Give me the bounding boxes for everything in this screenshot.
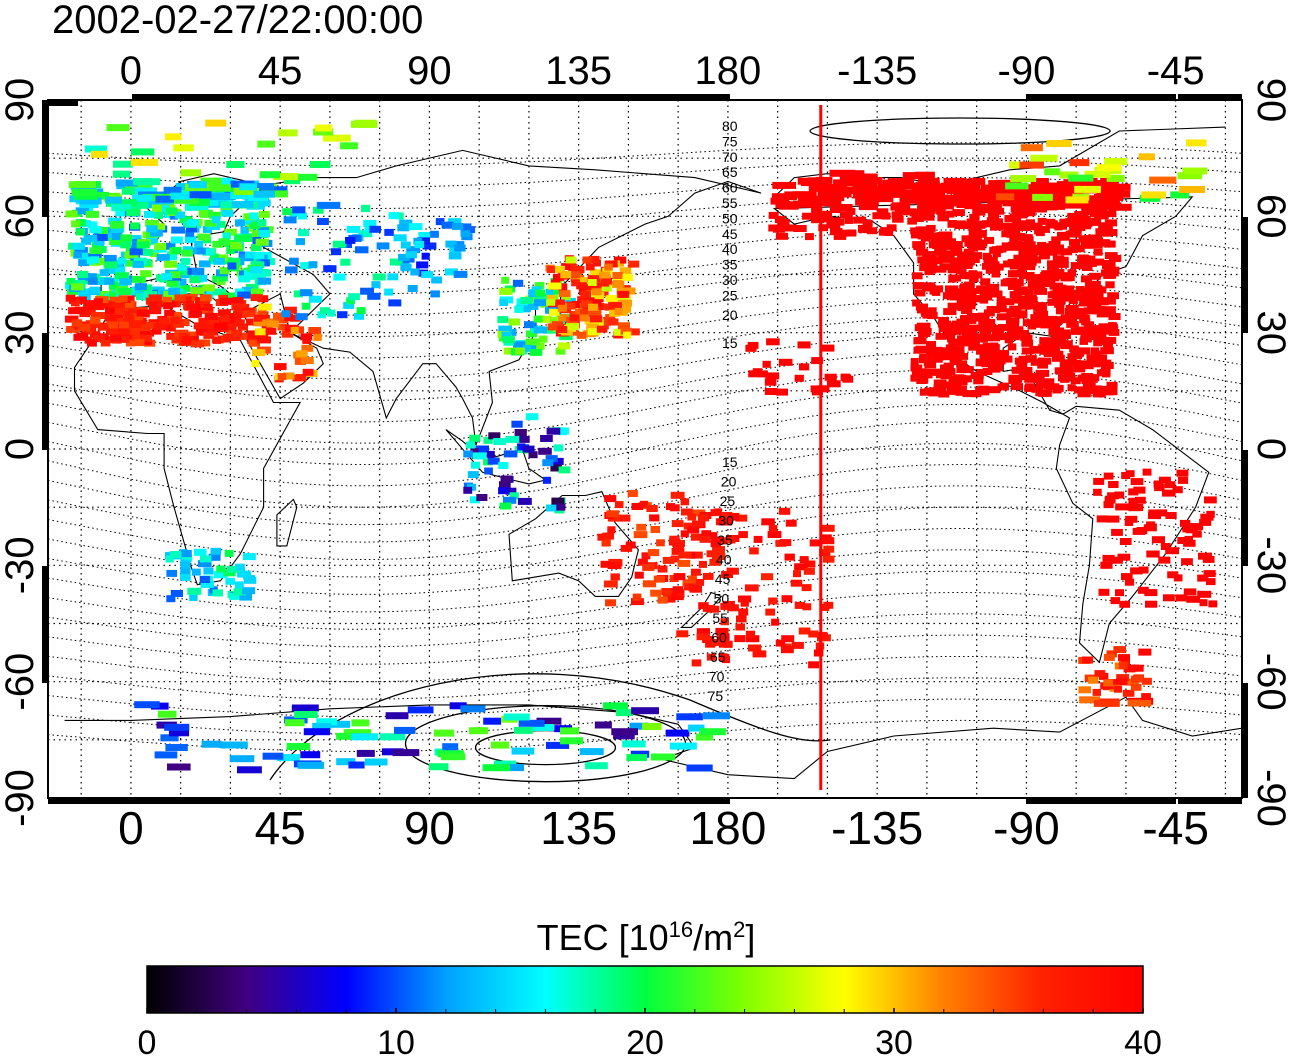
lon-tick-bottom: -45 bbox=[1142, 802, 1208, 854]
lat-tick-left: -60 bbox=[0, 653, 42, 711]
lon-tick-top: 0 bbox=[120, 49, 142, 93]
colorbar-tick-label: 0 bbox=[138, 1024, 157, 1057]
tec-cells bbox=[64, 119, 1218, 774]
lon-tick-bottom: 0 bbox=[118, 802, 144, 854]
lon-tick-top: 90 bbox=[407, 49, 452, 93]
colorbar-title: TEC [1016/m2] bbox=[536, 917, 756, 958]
contour-label: 70 bbox=[722, 149, 738, 165]
contour-label: 15 bbox=[722, 454, 738, 470]
lat-tick-left: 90 bbox=[0, 78, 42, 123]
contour-label: 20 bbox=[722, 307, 738, 323]
lon-tick-bottom: 135 bbox=[540, 802, 617, 854]
lon-tick-bottom: 45 bbox=[255, 802, 306, 854]
colorbar: 0 10 20 30 40 bbox=[138, 965, 1162, 1057]
contour-label: 40 bbox=[716, 552, 732, 568]
contour-label: 25 bbox=[722, 287, 738, 303]
lat-tick-right: 90 bbox=[1249, 78, 1292, 123]
contour-label: 25 bbox=[720, 493, 736, 509]
contour-label: 55 bbox=[712, 610, 728, 626]
contour-label: 45 bbox=[715, 571, 731, 587]
lat-tick-right: 60 bbox=[1249, 194, 1292, 239]
lon-tick-top: 180 bbox=[695, 49, 762, 93]
lat-tick-left: 60 bbox=[0, 194, 42, 239]
lat-tick-left: -90 bbox=[0, 769, 42, 827]
contour-labels: 8075706560555045403530252015152025303540… bbox=[708, 118, 738, 704]
lat-tick-left: 30 bbox=[0, 310, 42, 355]
contour-label: 20 bbox=[721, 474, 737, 490]
contour-label: 80 bbox=[722, 118, 738, 134]
lon-tick-top: 45 bbox=[258, 49, 303, 93]
contour-label: 55 bbox=[722, 195, 738, 211]
contour-label: 70 bbox=[709, 669, 725, 685]
colorbar-bar bbox=[146, 965, 1144, 1014]
lat-tick-right: -30 bbox=[1249, 536, 1292, 594]
lat-tick-right: -60 bbox=[1249, 653, 1292, 711]
contour-label: 40 bbox=[722, 241, 738, 257]
lon-tick-bottom: -135 bbox=[831, 802, 923, 854]
lon-tick-top: 135 bbox=[545, 49, 612, 93]
contour-label: 30 bbox=[722, 272, 738, 288]
lon-tick-bottom: 180 bbox=[690, 802, 767, 854]
colorbar-tick-label: 40 bbox=[1124, 1024, 1162, 1057]
contour-label: 15 bbox=[722, 335, 738, 351]
lat-tick-right: -90 bbox=[1249, 769, 1292, 827]
colorbar-tick-label: 30 bbox=[875, 1024, 913, 1057]
contour-label: 50 bbox=[714, 591, 730, 607]
lat-tick-left: -30 bbox=[0, 536, 42, 594]
contour-label: 75 bbox=[722, 133, 738, 149]
figure-title: 2002-02-27/22:00:00 bbox=[52, 0, 424, 42]
lon-tick-top: -45 bbox=[1147, 49, 1205, 93]
lat-tick-right: 30 bbox=[1249, 310, 1292, 355]
lon-tick-top: -90 bbox=[998, 49, 1056, 93]
contour-label: 60 bbox=[722, 180, 738, 196]
contour-label: 65 bbox=[710, 649, 726, 665]
lat-tick-right: 0 bbox=[1249, 438, 1292, 460]
lon-tick-bottom: 90 bbox=[404, 802, 455, 854]
lon-tick-top: -135 bbox=[837, 49, 917, 93]
contour-label: 35 bbox=[722, 257, 738, 273]
axis-frame bbox=[42, 94, 1248, 804]
contour-label: 35 bbox=[717, 532, 733, 548]
contour-label: 45 bbox=[722, 226, 738, 242]
contour-label: 65 bbox=[722, 164, 738, 180]
colorbar-tick-label: 20 bbox=[626, 1024, 664, 1057]
contour-label: 50 bbox=[722, 210, 738, 226]
axis-tick-labels: 0045459090135135180180-135-135-90-90-45-… bbox=[0, 49, 1292, 854]
contour-label: 30 bbox=[718, 513, 734, 529]
lat-tick-left: 0 bbox=[0, 438, 42, 460]
contour-label: 75 bbox=[708, 688, 724, 704]
colorbar-tick-label: 10 bbox=[377, 1024, 415, 1057]
lon-tick-bottom: -90 bbox=[993, 802, 1059, 854]
contour-label: 60 bbox=[711, 630, 727, 646]
